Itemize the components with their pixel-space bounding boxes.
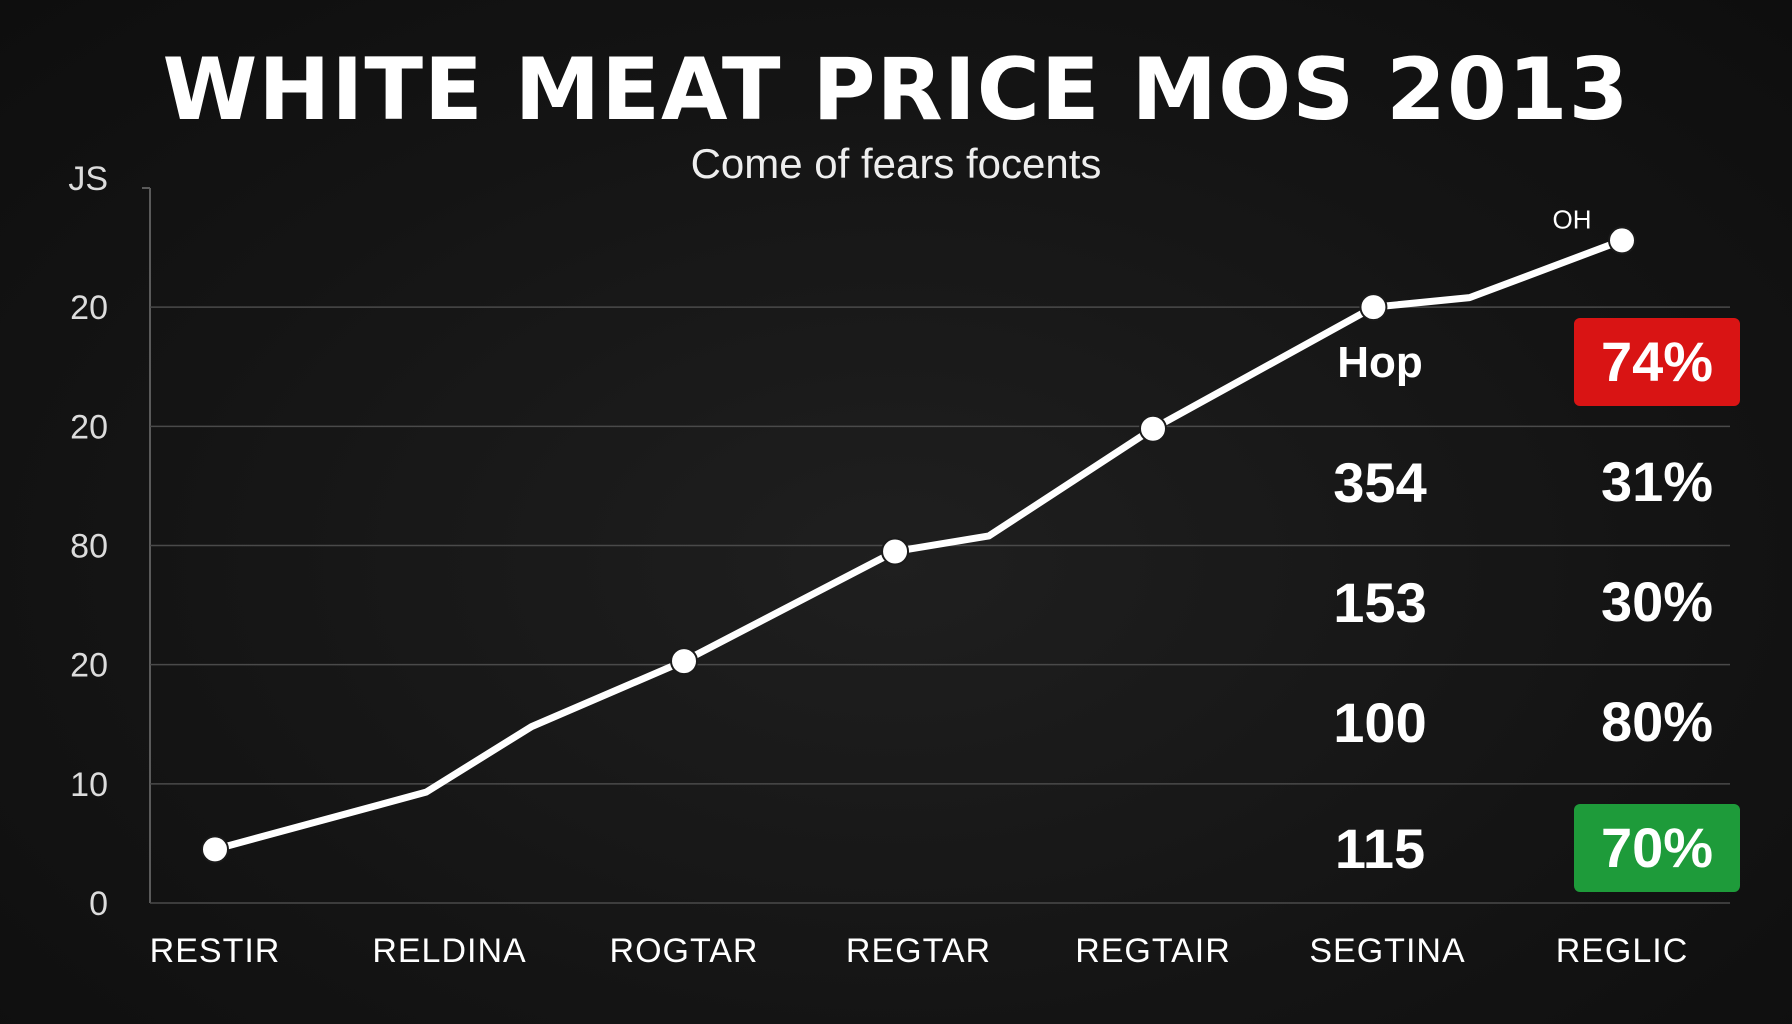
- data-point: [881, 537, 910, 566]
- percent-cell: 80%: [1600, 690, 1714, 753]
- x-tick-label: RELDINA: [372, 932, 526, 970]
- table-header-cell: Hop: [1337, 338, 1423, 387]
- y-tick-label: 10: [70, 766, 108, 804]
- data-label: OH: [1553, 204, 1592, 234]
- data-point: [1608, 226, 1636, 255]
- data-point: [1359, 293, 1388, 322]
- percent-badge: 70%: [1574, 804, 1740, 892]
- y-tick-label: 20: [70, 647, 108, 685]
- percent-cell: 30%: [1600, 570, 1714, 633]
- y-tick-label: 0: [89, 885, 108, 923]
- x-tick-label: SEGTINA: [1309, 932, 1465, 970]
- x-tick-label: REGTAIR: [1075, 932, 1231, 970]
- table-value-cell: 153: [1333, 571, 1427, 634]
- table-row: 354 31%: [1310, 438, 1740, 528]
- table-value-cell: 100: [1333, 691, 1427, 754]
- chart-subtitle: Come of fears focents: [690, 140, 1102, 187]
- data-point: [201, 835, 229, 864]
- y-tick-label: JS: [68, 160, 108, 198]
- x-tick-label: RESTIR: [150, 932, 281, 970]
- data-point: [1139, 414, 1167, 443]
- chart-title: WHITE MEAT PRICE MOS 2013: [162, 40, 1630, 140]
- y-tick-label: 80: [70, 528, 108, 566]
- table-row: 115 70%: [1310, 804, 1740, 894]
- table-row: 153 30%: [1310, 558, 1740, 648]
- data-point: [670, 647, 698, 676]
- x-tick-label: REGTAR: [846, 932, 991, 970]
- table-value-cell: 354: [1333, 451, 1427, 514]
- percent-badge: 74%: [1574, 318, 1740, 406]
- table-row: 100 80%: [1310, 678, 1740, 768]
- table-value-cell: 115: [1334, 817, 1426, 880]
- table-row: Hop 74%: [1310, 318, 1740, 408]
- percent-cell: 31%: [1600, 450, 1714, 513]
- x-tick-label: REGLIC: [1556, 932, 1689, 970]
- y-tick-label: 20: [70, 289, 108, 327]
- y-tick-label: 20: [70, 408, 108, 446]
- series-line: [211, 236, 1626, 853]
- x-tick-label: ROGTAR: [610, 932, 759, 970]
